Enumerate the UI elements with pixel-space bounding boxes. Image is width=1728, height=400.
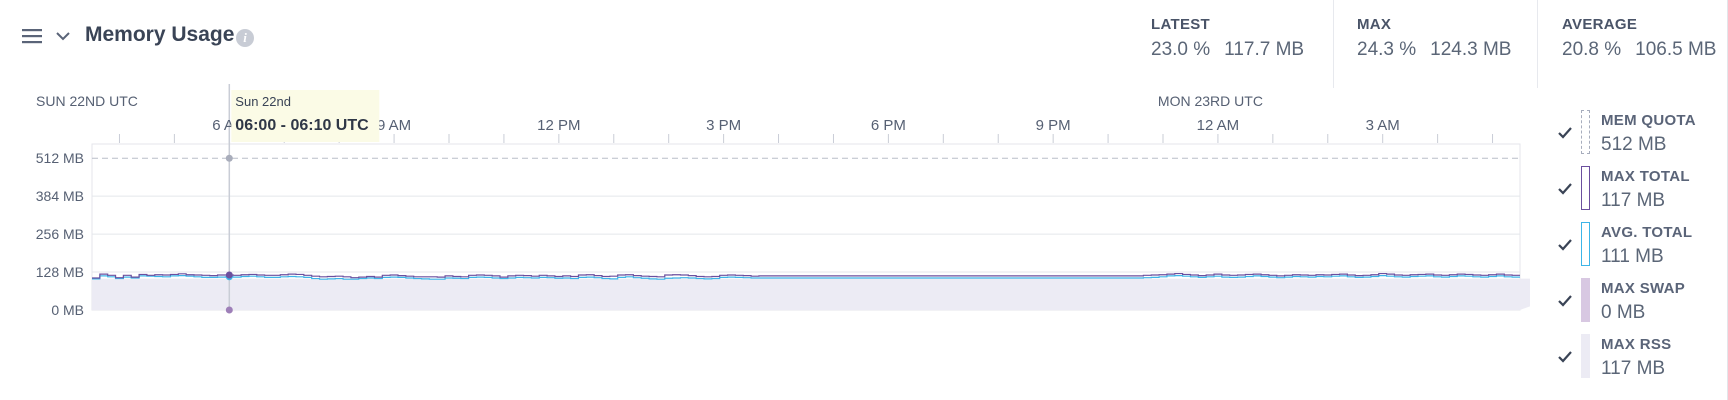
legend-item[interactable]: MAX TOTAL 117 MB [1548, 164, 1728, 220]
stat-max-label: MAX [1357, 16, 1392, 33]
checkmark-icon[interactable] [1556, 124, 1574, 142]
stat-average-pct: 20.8 % [1562, 39, 1622, 60]
stat-max: MAX 24.3 % 124.3 MB [1357, 16, 1525, 61]
legend-value: 111 MB [1601, 246, 1664, 267]
legend-value: 0 MB [1601, 302, 1646, 323]
stat-divider [1333, 0, 1334, 88]
stat-latest: LATEST 23.0 % 117.7 MB [1151, 16, 1318, 61]
x-date-label: SUN 22ND UTC [36, 93, 138, 109]
legend-item[interactable]: AVG. TOTAL 111 MB [1548, 220, 1728, 276]
hover-max-marker [225, 271, 233, 279]
chart-legend: MEM QUOTA 512 MB MAX TOTAL 117 MB AVG. TOTAL… [1548, 108, 1728, 388]
tooltip-date: Sun 22nd [235, 94, 291, 109]
stat-latest-label: LATEST [1151, 16, 1211, 33]
y-tick-label: 512 MB [36, 150, 84, 166]
legend-value: 117 MB [1601, 358, 1666, 379]
checkmark-icon[interactable] [1556, 348, 1574, 366]
hover-quota-marker [225, 154, 233, 162]
stat-average-label: AVERAGE [1562, 16, 1638, 33]
x-date-label: MON 23RD UTC [1158, 93, 1263, 109]
legend-name: AVG. TOTAL [1601, 224, 1693, 241]
x-tick-label: 6 PM [871, 117, 906, 134]
stat-average-mb: 106.5 MB [1635, 39, 1717, 60]
max-rss-area [92, 278, 1530, 310]
x-tick-label: 12 AM [1197, 117, 1240, 134]
legend-name: MEM QUOTA [1601, 112, 1696, 129]
stat-divider [1537, 0, 1538, 88]
x-tick-label: 12 PM [537, 117, 580, 134]
legend-name: MAX RSS [1601, 336, 1672, 353]
hamburger-menu-icon[interactable] [22, 28, 44, 44]
hover-tooltip [231, 90, 380, 142]
y-tick-label: 384 MB [36, 188, 84, 204]
legend-item[interactable]: MEM QUOTA 512 MB [1548, 108, 1728, 164]
stat-max-mb: 124.3 MB [1430, 39, 1512, 60]
panel-header: Memory Usage i LATEST 23.0 % 117.7 MB MAX… [0, 0, 1728, 88]
memory-usage-chart[interactable]: 512 MB 384 MB 256 MB 128 MB 0 MB SUN 22ND UTC… [0, 82, 1530, 322]
x-tick-label: 3 PM [706, 117, 741, 134]
avg-total-line [92, 275, 1520, 280]
stat-average: AVERAGE 20.8 % 106.5 MB [1562, 16, 1728, 61]
hover-swap-marker [225, 306, 233, 314]
x-tick-label: 9 AM [377, 117, 411, 134]
legend-swatch [1581, 166, 1590, 210]
stat-latest-mb: 117.7 MB [1224, 39, 1305, 60]
legend-value: 512 MB [1601, 134, 1667, 155]
legend-swatch [1581, 278, 1590, 322]
legend-swatch [1581, 334, 1590, 378]
stat-latest-pct: 23.0 % [1151, 39, 1211, 60]
panel-title: Memory Usage [85, 23, 235, 46]
legend-item[interactable]: MAX RSS 117 MB [1548, 332, 1728, 388]
y-tick-label: 256 MB [36, 226, 84, 242]
x-tick-label: 9 PM [1036, 117, 1071, 134]
checkmark-icon[interactable] [1556, 180, 1574, 198]
legend-name: MAX SWAP [1601, 280, 1686, 297]
x-tick-label: 3 AM [1366, 117, 1400, 134]
info-icon[interactable]: i [236, 29, 254, 47]
y-tick-label: 128 MB [36, 264, 84, 280]
legend-item[interactable]: MAX SWAP 0 MB [1548, 276, 1728, 332]
stat-max-pct: 24.3 % [1357, 39, 1417, 60]
chevron-down-icon[interactable] [55, 28, 71, 44]
legend-swatch [1581, 110, 1590, 154]
legend-value: 117 MB [1601, 190, 1666, 211]
checkmark-icon[interactable] [1556, 236, 1574, 254]
legend-name: MAX TOTAL [1601, 168, 1690, 185]
y-tick-label: 0 MB [51, 302, 84, 318]
tooltip-range: 06:00 - 06:10 UTC [235, 117, 369, 134]
max-total-line [92, 272, 1520, 279]
checkmark-icon[interactable] [1556, 292, 1574, 310]
legend-swatch [1581, 222, 1590, 266]
